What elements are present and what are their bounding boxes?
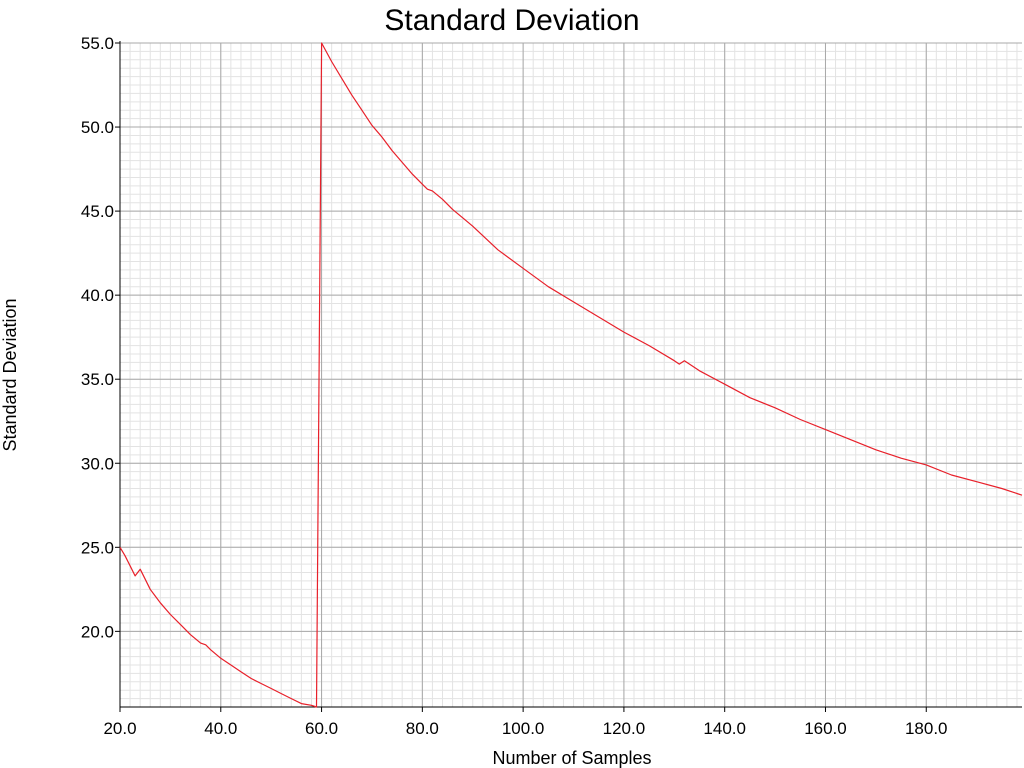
x-tick-label: 60.0 bbox=[305, 719, 338, 738]
minor-grid bbox=[119, 42, 1022, 708]
y-tick-label: 45.0 bbox=[81, 202, 114, 221]
y-tick-labels: 20.0 25.0 30.0 35.0 40.0 45.0 50.0 55.0 bbox=[81, 34, 114, 641]
y-tick-label: 20.0 bbox=[81, 622, 114, 641]
x-tick-label: 100.0 bbox=[502, 719, 545, 738]
y-tick-label: 55.0 bbox=[81, 34, 114, 53]
x-tick-label: 140.0 bbox=[703, 719, 746, 738]
y-tick-label: 25.0 bbox=[81, 538, 114, 557]
x-tick-label: 80.0 bbox=[406, 719, 439, 738]
axes bbox=[115, 41, 1022, 712]
y-tick-label: 30.0 bbox=[81, 454, 114, 473]
series-layer bbox=[119, 42, 1023, 708]
y-tick-label: 50.0 bbox=[81, 118, 114, 137]
x-tick-labels: 20.0 40.0 60.0 80.0 100.0 120.0 140.0 160.0 180.… bbox=[103, 719, 947, 738]
chart-title: Standard Deviation bbox=[384, 4, 639, 37]
x-tick-label: 120.0 bbox=[603, 719, 646, 738]
y-tick-label: 40.0 bbox=[81, 286, 114, 305]
x-tick-label: 40.0 bbox=[204, 719, 237, 738]
major-grid bbox=[119, 42, 1022, 707]
y-tick-label: 35.0 bbox=[81, 370, 114, 389]
x-tick-label: 20.0 bbox=[103, 719, 136, 738]
x-axis-label: Number of Samples bbox=[492, 748, 651, 768]
x-tick-label: 180.0 bbox=[905, 719, 948, 738]
x-tick-label: 160.0 bbox=[804, 719, 847, 738]
standard-deviation-series-line bbox=[119, 42, 1023, 708]
y-axis-label: Standard Deviation bbox=[0, 298, 20, 451]
